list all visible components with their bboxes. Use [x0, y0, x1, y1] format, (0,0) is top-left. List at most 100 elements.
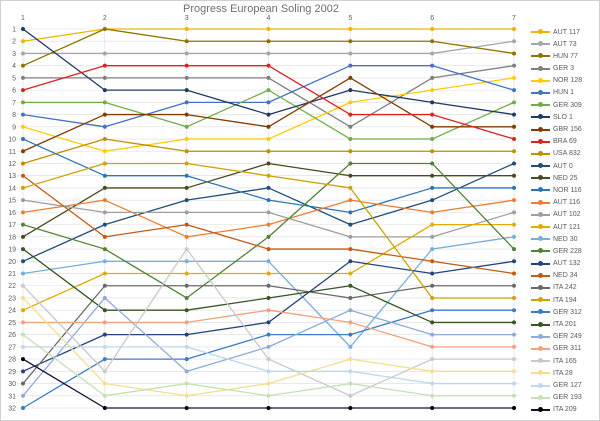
legend-label: SLO 1	[553, 113, 573, 121]
data-point-ger-309	[102, 100, 107, 105]
legend-item-ita-28[interactable]: ITA 28	[531, 368, 573, 378]
legend-item-ita-201[interactable]: ITA 201	[531, 320, 577, 330]
data-point-nor-116	[512, 185, 516, 190]
data-point-ger-312	[266, 332, 271, 337]
y-tick-label: 16	[8, 210, 16, 217]
legend-label: AUT 116	[553, 199, 580, 207]
legend-marker-icon	[538, 236, 543, 242]
legend-line-swatch	[531, 65, 550, 71]
legend-label: AUT 73	[553, 40, 577, 48]
data-point-ita-201	[512, 320, 516, 325]
legend-item-ger-228[interactable]: GER 228	[531, 246, 582, 256]
data-point-ger-249	[430, 332, 435, 337]
legend-item-ger-127[interactable]: GER 127	[531, 381, 582, 391]
data-point-ned-25	[21, 234, 25, 239]
data-point-ita-194	[21, 185, 25, 190]
data-point-nor-128	[102, 149, 107, 154]
legend-label: AUT 121	[553, 223, 581, 231]
data-point-aut-102	[512, 210, 516, 215]
data-point-aut-132	[348, 259, 353, 264]
data-point-ita-28	[266, 381, 271, 386]
data-point-nor-116	[184, 173, 189, 178]
data-point-hun-77	[266, 39, 271, 44]
data-point-ita-242	[430, 283, 435, 288]
legend-label: ITA 194	[553, 296, 577, 304]
data-point-aut-121	[266, 271, 271, 276]
legend-marker-icon	[538, 126, 543, 132]
legend-item-hun-1[interactable]: HUN 1	[531, 88, 574, 98]
y-tick-label: 23	[8, 295, 16, 302]
data-point-nor-116	[430, 185, 435, 190]
data-point-bra-69	[266, 63, 271, 68]
legend-item-ita-165[interactable]: ITA 165	[531, 356, 577, 366]
legend-marker-icon	[538, 406, 543, 412]
legend-item-aut-116[interactable]: AUT 116	[531, 198, 580, 208]
legend-label: ITA 242	[553, 284, 577, 292]
y-tick-label: 29	[8, 369, 16, 376]
data-point-aut-121	[430, 222, 435, 227]
y-tick-label: 12	[8, 161, 16, 168]
data-point-aut-0	[512, 161, 516, 166]
data-point-bra-69	[102, 63, 107, 68]
data-point-ger-228	[430, 161, 435, 166]
legend-item-aut-132[interactable]: AUT 132	[531, 259, 581, 269]
legend-item-ger-193[interactable]: GER 193	[531, 393, 582, 403]
legend-line-swatch	[531, 321, 550, 327]
legend-item-ger-3[interactable]: GER 3	[531, 64, 574, 74]
legend-item-ger-309[interactable]: GER 309	[531, 100, 582, 110]
legend-item-slo-1[interactable]: SLO 1	[531, 112, 573, 122]
legend-item-gbr-156[interactable]: GBR 156	[531, 125, 582, 135]
x-tick-label: 5	[348, 15, 352, 22]
data-point-aut-102	[430, 234, 435, 239]
data-point-bra-69	[512, 137, 516, 142]
legend-line-swatch	[531, 175, 550, 181]
data-point-ita-194	[512, 295, 516, 300]
data-point-ned-34	[184, 222, 189, 227]
legend-item-ita-209[interactable]: ITA 209	[531, 405, 577, 415]
data-point-ita-28	[348, 357, 353, 362]
data-point-aut-132	[430, 271, 435, 276]
legend-item-nor-116[interactable]: NOR 116	[531, 185, 582, 195]
data-point-aut-0	[102, 222, 107, 227]
legend-item-hun-77[interactable]: HUN 77	[531, 51, 578, 61]
legend-item-ita-242[interactable]: ITA 242	[531, 283, 577, 293]
data-point-ita-28	[512, 369, 516, 374]
data-point-ita-242	[512, 283, 516, 288]
legend-item-ned-25[interactable]: NED 25	[531, 173, 578, 183]
y-tick-label: 25	[8, 320, 16, 327]
legend-marker-icon	[538, 41, 543, 47]
legend-item-nor-128[interactable]: NOR 128	[531, 76, 582, 86]
legend-line-swatch	[531, 297, 550, 303]
legend-item-ned-30[interactable]: NED 30	[531, 234, 578, 244]
data-point-aut-121	[512, 222, 516, 227]
data-point-aut-117	[430, 27, 435, 31]
legend-item-aut-102[interactable]: AUT 102	[531, 210, 581, 220]
data-point-nor-128	[430, 88, 435, 93]
data-point-aut-132	[102, 332, 107, 337]
legend-item-aut-121[interactable]: AUT 121	[531, 222, 581, 232]
legend-item-aut-0[interactable]: AUT 0	[531, 161, 573, 171]
legend-label: GER 127	[553, 382, 582, 389]
x-tick-label: 6	[430, 15, 434, 22]
y-tick-label: 10	[8, 137, 16, 144]
y-tick-label: 20	[8, 259, 16, 266]
legend-item-ita-194[interactable]: ITA 194	[531, 295, 577, 305]
legend-item-aut-117[interactable]: AUT 117	[531, 27, 580, 37]
legend-item-bra-69[interactable]: BRA 69	[531, 137, 577, 147]
legend-item-aut-73[interactable]: AUT 73	[531, 39, 577, 49]
legend-marker-icon	[538, 163, 543, 169]
data-point-ger-312	[102, 357, 107, 362]
data-point-nor-116	[348, 210, 353, 215]
legend-item-ger-312[interactable]: GER 312	[531, 307, 582, 317]
data-point-ger-193	[348, 381, 353, 386]
legend-item-ger-311[interactable]: GER 311	[531, 344, 581, 354]
legend-label: GER 312	[553, 308, 582, 316]
legend-item-ned-34[interactable]: NED 34	[531, 271, 578, 281]
data-point-ned-30	[266, 259, 271, 264]
data-point-ita-242	[348, 295, 353, 300]
legend-item-usa-832[interactable]: USA 832	[531, 149, 581, 159]
data-point-aut-116	[348, 198, 353, 203]
legend-item-ger-249[interactable]: GER 249	[531, 332, 582, 342]
legend-line-swatch	[531, 394, 550, 400]
legend-line-swatch	[531, 150, 550, 156]
